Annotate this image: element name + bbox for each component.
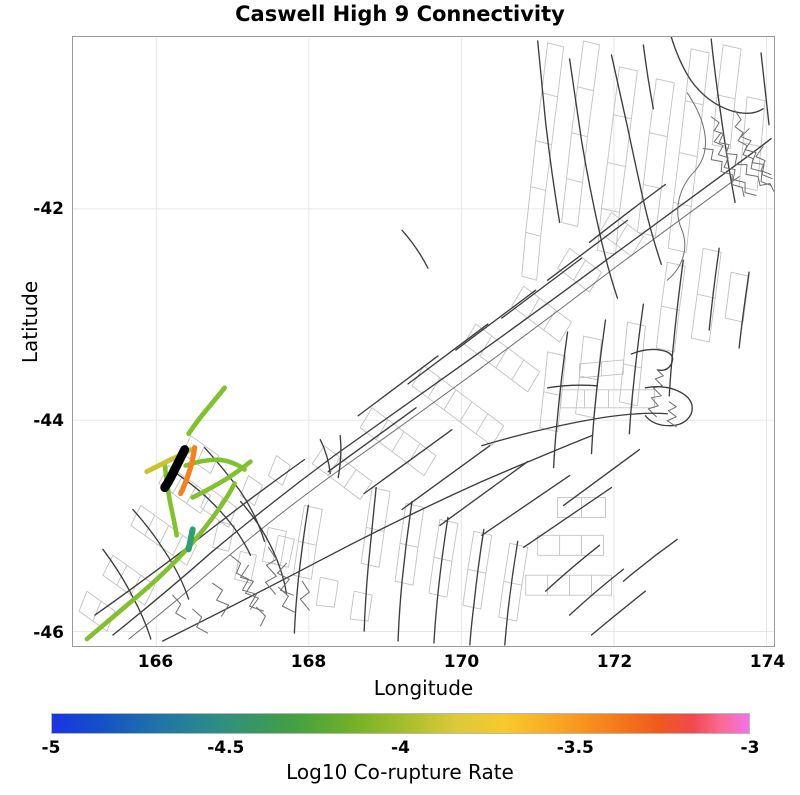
xtick-label-1: 168 [290,652,327,672]
colorbar-tick-0: -5 [41,738,61,758]
source-fault-caswell-high-9 [160,445,190,493]
colorbar-container [51,713,750,734]
y-axis-label: Latitude [18,280,42,364]
map-axes[interactable]: .gl { stroke:#e8e8e8; stroke-width:1; } … [72,36,775,647]
x-axis-label: Longitude [373,676,474,700]
colorbar-tick-1: -4.5 [207,738,245,758]
highlight-moonlight [185,526,196,553]
connectivity-highlights [84,385,253,642]
highlight-branch-south [162,461,179,538]
xtick-label-2: 170 [443,652,480,672]
highlight-adjacent-east [178,445,198,497]
ytick-label-0: -42 [33,198,64,219]
fault-map-svg: .gl { stroke:#e8e8e8; stroke-width:1; } … [73,37,774,646]
highlight-branch-north [186,385,227,437]
ytick-label-1: -44 [33,410,64,431]
xtick-label-0: 166 [137,652,174,672]
colorbar-label: Log10 Co-rupture Rate [286,760,514,784]
xtick-label-3: 172 [596,652,633,672]
gridlines [73,37,774,646]
colorbar-tick-4: -3 [740,738,760,758]
highlight-branch-east [183,457,247,472]
ytick-label-2: -46 [33,622,64,643]
fault-surface-projections [78,40,766,632]
colorbar-tick-2: -4 [391,738,410,758]
fault-traces [94,37,774,646]
highlight-branch-ne [190,459,253,500]
colorbar-tick-3: -3.5 [556,738,594,758]
page-title: Caswell High 9 Connectivity [235,2,565,26]
colorbar-gradient[interactable] [51,713,750,734]
xtick-label-4: 174 [749,652,786,672]
